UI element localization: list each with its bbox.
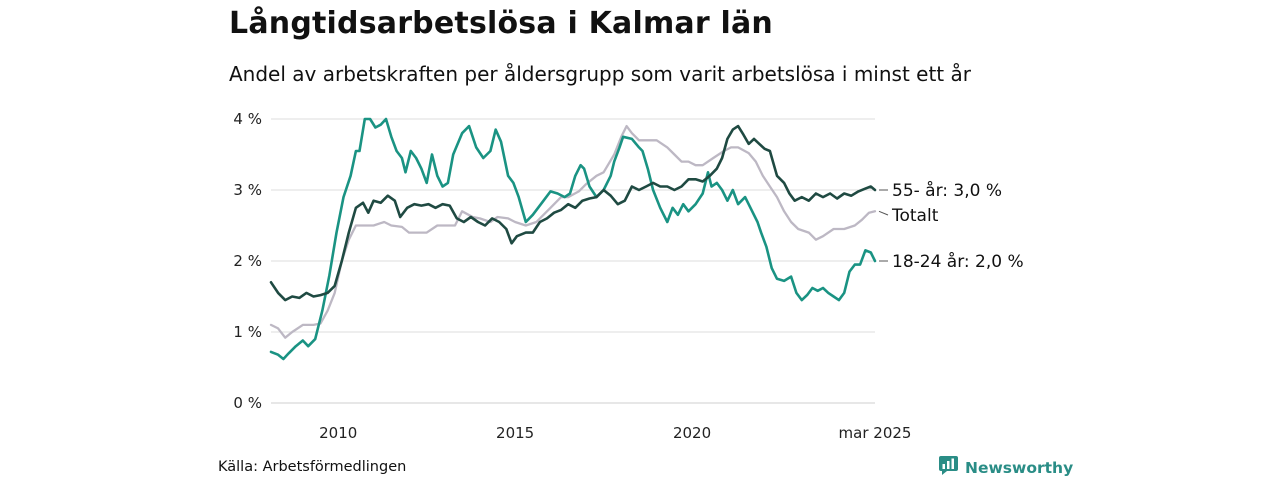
brand-logo: Newsworthy bbox=[939, 456, 1073, 479]
tick-label-layer: 0 % 1 % 2 % 3 % 4 % 2010 2015 2020 mar 2025 bbox=[233, 110, 911, 442]
y-tick-label: 0 % bbox=[233, 394, 262, 412]
series-layer bbox=[269, 117, 877, 361]
series-line-age-55-plus bbox=[269, 124, 877, 302]
grid-layer bbox=[271, 118, 875, 404]
y-tick-label: 3 % bbox=[233, 181, 262, 199]
end-label-connector bbox=[878, 210, 889, 216]
x-tick-label: 2010 bbox=[319, 424, 357, 442]
brand-name: Newsworthy bbox=[965, 458, 1074, 477]
end-label-total: Totalt bbox=[891, 206, 939, 226]
source-note: Källa: Arbetsförmedlingen bbox=[218, 459, 407, 475]
y-tick-label: 2 % bbox=[233, 252, 262, 270]
y-tick-label: 1 % bbox=[233, 323, 262, 341]
line-chart: 0 % 1 % 2 % 3 % 4 % 2010 2015 2020 mar 2025 55- … bbox=[233, 110, 1024, 442]
end-label-age-18-24: 18-24 år: 2,0 % bbox=[892, 251, 1024, 272]
y-tick-label: 4 % bbox=[233, 110, 262, 128]
end-label-layer: 55- år: 3,0 % Totalt 18-24 år: 2,0 % bbox=[878, 180, 1024, 272]
x-tick-label: mar 2025 bbox=[839, 424, 912, 442]
chart-subtitle: Andel av arbetskraften per åldersgrupp s… bbox=[229, 62, 971, 86]
x-tick-label: 2020 bbox=[673, 424, 711, 442]
series-line-age-18-24 bbox=[269, 117, 877, 361]
x-tick-label: 2015 bbox=[496, 424, 534, 442]
chart-title: Långtidsarbetslösa i Kalmar län bbox=[229, 6, 773, 41]
series-line-total bbox=[269, 124, 877, 339]
newsworthy-logo-icon bbox=[939, 456, 958, 479]
end-label-age-55-plus: 55- år: 3,0 % bbox=[892, 180, 1002, 201]
